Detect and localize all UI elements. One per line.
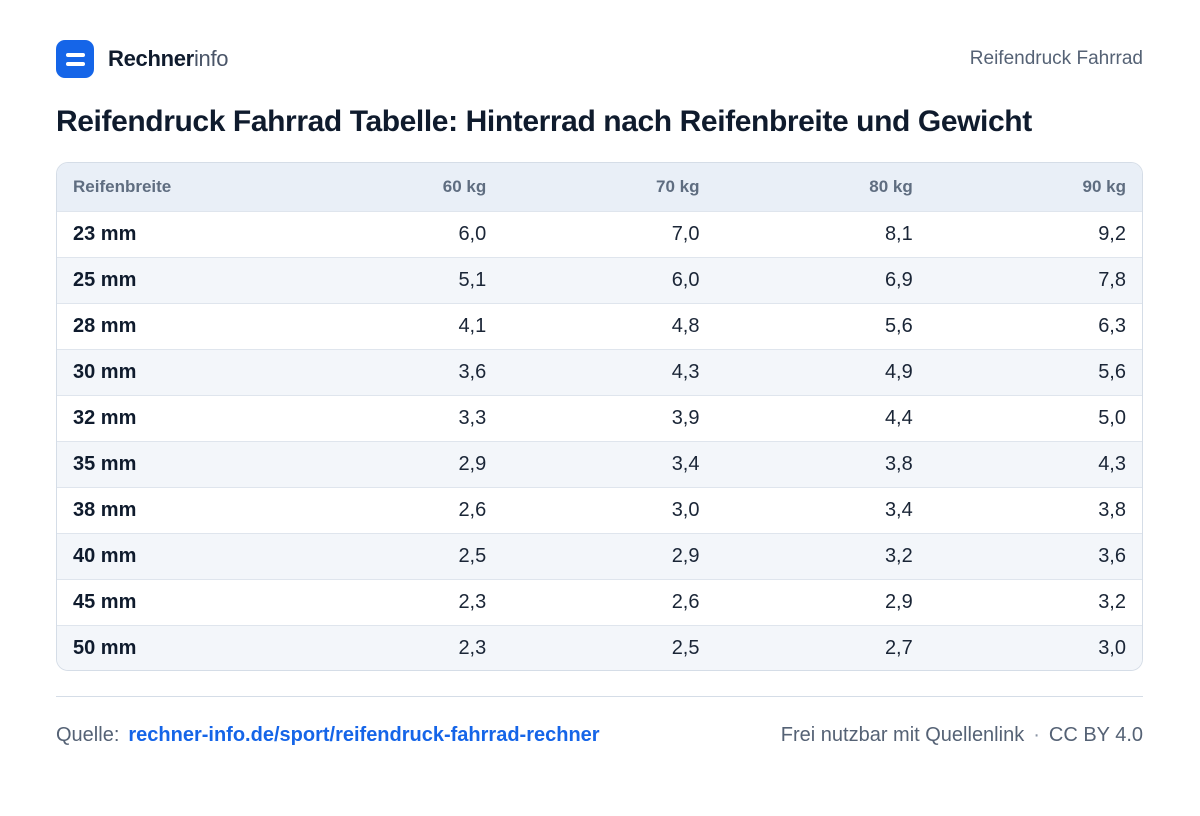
column-header-70kg: 70 kg xyxy=(656,176,700,196)
column-header-reifenbreite: Reifenbreite xyxy=(73,176,172,196)
pressure-value-cell: 3,6 xyxy=(1098,544,1126,567)
pressure-value-cell: 3,0 xyxy=(671,498,700,521)
pressure-value-cell: 3,3 xyxy=(458,406,487,429)
pressure-value-cell: 2,9 xyxy=(884,590,913,613)
table-row: 45 mm 2,3 2,6 2,9 3,2 xyxy=(57,579,1142,625)
table-row: 32 mm 3,3 3,9 4,4 5,0 xyxy=(57,395,1142,441)
table-row: 50 mm 2,3 2,5 2,7 3,0 xyxy=(57,625,1142,670)
table-row: 23 mm 6,0 7,0 8,1 9,2 xyxy=(57,211,1142,257)
pressure-value-cell: 4,3 xyxy=(671,360,700,383)
pressure-value-cell: 4,9 xyxy=(884,360,913,383)
table-row: 25 mm 5,1 6,0 6,9 7,8 xyxy=(57,257,1142,303)
pressure-value-cell: 3,0 xyxy=(1098,636,1126,659)
footer: Quelle: rechner-info.de/sport/reifendruc… xyxy=(56,718,1143,752)
pressure-value-cell: 4,1 xyxy=(458,314,487,337)
pressure-value-cell: 6,9 xyxy=(884,268,913,291)
tire-width-cell: 30 mm xyxy=(73,360,137,383)
table-body: 23 mm 6,0 7,0 8,1 9,2 25 mm 5,1 6,0 6,9 7,8 28 mm 4… xyxy=(57,211,1142,670)
table-row: 40 mm 2,5 2,9 3,2 3,6 xyxy=(57,533,1142,579)
pressure-value-cell: 6,0 xyxy=(671,268,700,291)
page-label: Reifendruck Fahrrad xyxy=(969,48,1143,69)
pressure-value-cell: 2,9 xyxy=(458,452,487,475)
pressure-value-cell: 2,6 xyxy=(671,590,700,613)
table-row: 30 mm 3,6 4,3 4,9 5,6 xyxy=(57,349,1142,395)
logo-bar-top xyxy=(65,52,85,57)
pressure-value-cell: 2,9 xyxy=(671,544,700,567)
license-separator: · xyxy=(1033,723,1040,746)
table-row: 38 mm 2,6 3,0 3,4 3,8 xyxy=(57,487,1142,533)
pressure-value-cell: 3,6 xyxy=(458,360,487,383)
pressure-value-cell: 2,5 xyxy=(458,544,487,567)
tire-width-cell: 40 mm xyxy=(73,544,137,567)
brand-name: Rechner info xyxy=(108,46,229,72)
tire-width-cell: 32 mm xyxy=(73,406,137,429)
license: Frei nutzbar mit Quellenlink · CC BY 4.0 xyxy=(781,724,1143,747)
pressure-value-cell: 4,3 xyxy=(1098,452,1126,475)
tire-width-cell: 25 mm xyxy=(73,268,137,291)
tire-width-cell: 38 mm xyxy=(73,498,137,521)
tire-width-cell: 35 mm xyxy=(73,452,137,475)
pressure-value-cell: 2,7 xyxy=(884,636,913,659)
pressure-value-cell: 7,0 xyxy=(671,222,700,245)
pressure-value-cell: 8,1 xyxy=(884,222,913,245)
column-header-80kg: 80 kg xyxy=(869,176,913,196)
tire-width-cell: 50 mm xyxy=(73,636,137,659)
license-name: CC BY 4.0 xyxy=(1048,723,1143,746)
source-label: Quelle: xyxy=(56,723,120,746)
tire-width-cell: 45 mm xyxy=(73,590,137,613)
license-text: Frei nutzbar mit Quellenlink xyxy=(780,723,1025,746)
source: Quelle: rechner-info.de/sport/reifendruc… xyxy=(56,724,600,747)
pressure-value-cell: 3,2 xyxy=(884,544,913,567)
pressure-value-cell: 6,3 xyxy=(1098,314,1126,337)
pressure-value-cell: 3,4 xyxy=(671,452,700,475)
brand-name-light: info xyxy=(193,46,229,71)
source-link[interactable]: rechner-info.de/sport/reifendruck-fahrra… xyxy=(128,723,600,746)
pressure-value-cell: 5,6 xyxy=(1098,360,1126,383)
tire-width-cell: 23 mm xyxy=(73,222,137,245)
pressure-value-cell: 4,4 xyxy=(884,406,913,429)
pressure-value-cell: 3,8 xyxy=(1098,498,1126,521)
rechnerinfo-logo-icon xyxy=(56,40,94,78)
pressure-value-cell: 3,9 xyxy=(671,406,700,429)
pressure-value-cell: 5,1 xyxy=(458,268,487,291)
pressure-value-cell: 9,2 xyxy=(1098,222,1126,245)
pressure-value-cell: 3,4 xyxy=(884,498,913,521)
pressure-value-cell: 2,3 xyxy=(458,590,487,613)
pressure-value-cell: 5,0 xyxy=(1098,406,1126,429)
logo-bar-bottom xyxy=(65,61,85,66)
pressure-value-cell: 6,0 xyxy=(458,222,487,245)
column-header-90kg: 90 kg xyxy=(1082,176,1126,196)
table-row: 35 mm 2,9 3,4 3,8 4,3 xyxy=(57,441,1142,487)
pressure-value-cell: 3,2 xyxy=(1098,590,1126,613)
pressure-value-cell: 3,8 xyxy=(884,452,913,475)
page-title: Reifendruck Fahrrad Tabelle: Hinterrad n… xyxy=(56,105,1032,138)
pressure-table: Reifenbreite 60 kg 70 kg 80 kg 90 kg 23 … xyxy=(57,163,1142,670)
tire-width-cell: 28 mm xyxy=(73,314,137,337)
pressure-value-cell: 2,5 xyxy=(671,636,700,659)
pressure-value-cell: 4,8 xyxy=(671,314,700,337)
column-header-60kg: 60 kg xyxy=(442,176,487,196)
pressure-table-container: Reifenbreite 60 kg 70 kg 80 kg 90 kg 23 … xyxy=(56,162,1143,671)
pressure-value-cell: 2,3 xyxy=(458,636,487,659)
brand-logo[interactable]: Rechner info xyxy=(56,40,229,78)
footer-divider xyxy=(56,696,1143,697)
table-header-row: Reifenbreite 60 kg 70 kg 80 kg 90 kg xyxy=(57,163,1142,211)
brand-name-strong: Rechner xyxy=(108,46,194,71)
table-row: 28 mm 4,1 4,8 5,6 6,3 xyxy=(57,303,1142,349)
pressure-value-cell: 2,6 xyxy=(458,498,487,521)
header: Rechner info Reifendruck Fahrrad xyxy=(56,40,1143,78)
pressure-value-cell: 5,6 xyxy=(884,314,913,337)
pressure-value-cell: 7,8 xyxy=(1098,268,1126,291)
